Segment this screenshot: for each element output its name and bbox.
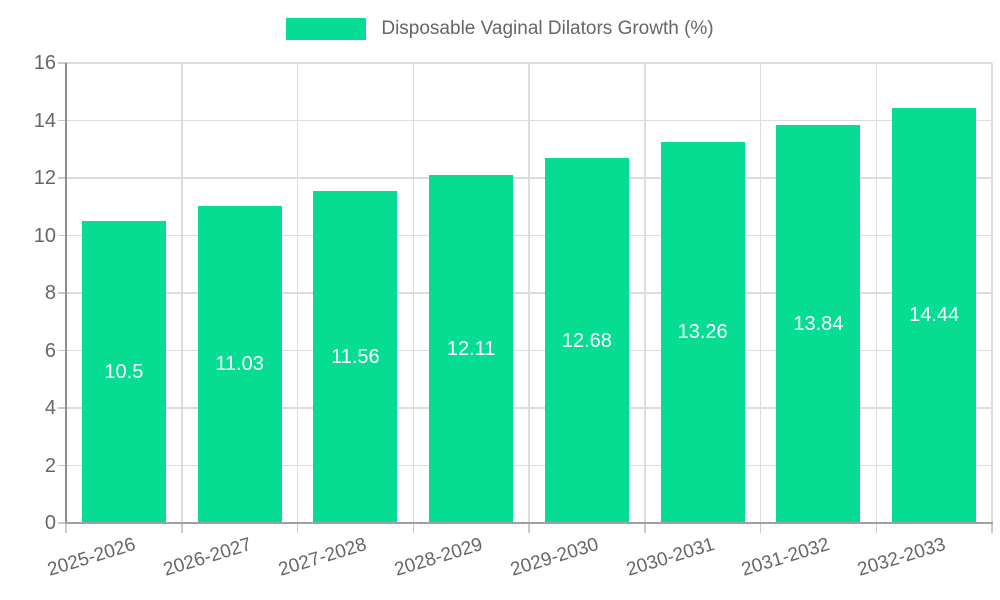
x-axis-tick: [181, 523, 183, 533]
x-axis-label-2027-2028: 2027-2028: [276, 534, 370, 581]
bar-2026-2027[interactable]: [197, 205, 282, 522]
gridline-vertical: [528, 63, 530, 523]
x-axis-label-2032-2033: 2032-2033: [855, 534, 949, 581]
bar-2032-2033[interactable]: [892, 107, 977, 522]
y-axis-tick-label: 10: [33, 224, 56, 247]
x-axis-tick: [875, 523, 877, 533]
x-axis-tick: [759, 523, 762, 533]
y-axis-tick-label: 12: [33, 167, 56, 189]
y-axis-tick: [58, 234, 66, 237]
x-axis-line: [65, 522, 993, 524]
y-axis-tick: [58, 407, 66, 409]
y-axis-tick: [58, 292, 66, 294]
bar-value-label: 14.44: [909, 304, 960, 327]
gridline-vertical: [759, 63, 762, 523]
y-axis-tick: [58, 522, 66, 524]
y-axis-tick-label: 0: [44, 512, 56, 534]
bar-value-label: 12.68: [561, 329, 612, 352]
legend-label: Disposable Vaginal Dilators Growth (%): [381, 18, 714, 39]
y-axis-tick-label: 4: [44, 397, 56, 419]
legend-swatch: [286, 18, 367, 40]
bar-2028-2029[interactable]: [429, 174, 514, 522]
x-axis-tick: [296, 523, 299, 533]
bar-value-label: 13.26: [677, 321, 728, 344]
y-axis-line: [65, 63, 67, 523]
x-axis-tick: [991, 523, 993, 533]
gridline-vertical: [412, 63, 414, 523]
x-axis-label-2030-2031: 2030-2031: [623, 534, 717, 581]
x-axis-label-2029-2030: 2029-2030: [507, 534, 602, 581]
gridline-vertical: [296, 63, 299, 523]
bar-2030-2031[interactable]: [660, 141, 745, 522]
bar-value-label: 10.5: [104, 361, 144, 384]
chart-legend[interactable]: Disposable Vaginal Dilators Growth (%): [0, 18, 1000, 40]
y-axis-tick-label: 8: [44, 282, 56, 304]
bar-value-label: 13.84: [793, 313, 844, 336]
gridline-vertical: [181, 63, 183, 523]
y-axis-tick-label: 14: [33, 109, 56, 132]
bar-2029-2030[interactable]: [544, 158, 629, 522]
bar-value-label: 11.03: [215, 353, 264, 376]
gridline-vertical: [991, 63, 993, 523]
y-axis-tick-label: 6: [44, 339, 56, 362]
bar-2025-2026[interactable]: [81, 221, 166, 522]
x-axis-label-2028-2029: 2028-2029: [392, 534, 486, 581]
x-axis-label-2031-2032: 2031-2032: [739, 534, 833, 581]
x-axis-label-2025-2026: 2025-2026: [44, 534, 139, 581]
y-axis-tick: [58, 349, 66, 352]
y-axis-tick: [58, 62, 66, 64]
bar-2027-2028[interactable]: [313, 190, 398, 522]
y-axis-tick-label: 16: [33, 52, 56, 74]
y-axis-tick: [58, 177, 66, 179]
bar-2031-2032[interactable]: [776, 125, 861, 522]
x-axis-tick: [412, 523, 414, 533]
y-axis-tick: [58, 464, 66, 467]
x-axis-tick: [65, 523, 67, 533]
x-axis-tick: [644, 523, 646, 533]
gridline-vertical: [875, 63, 877, 523]
bar-value-label: 12.11: [446, 337, 496, 360]
x-axis-tick: [528, 523, 530, 533]
y-axis-tick-label: 2: [44, 454, 56, 477]
bar-value-label: 11.56: [331, 345, 380, 368]
gridline-vertical: [644, 63, 646, 523]
y-axis-tick: [58, 119, 66, 122]
x-axis-label-2026-2027: 2026-2027: [160, 534, 254, 581]
